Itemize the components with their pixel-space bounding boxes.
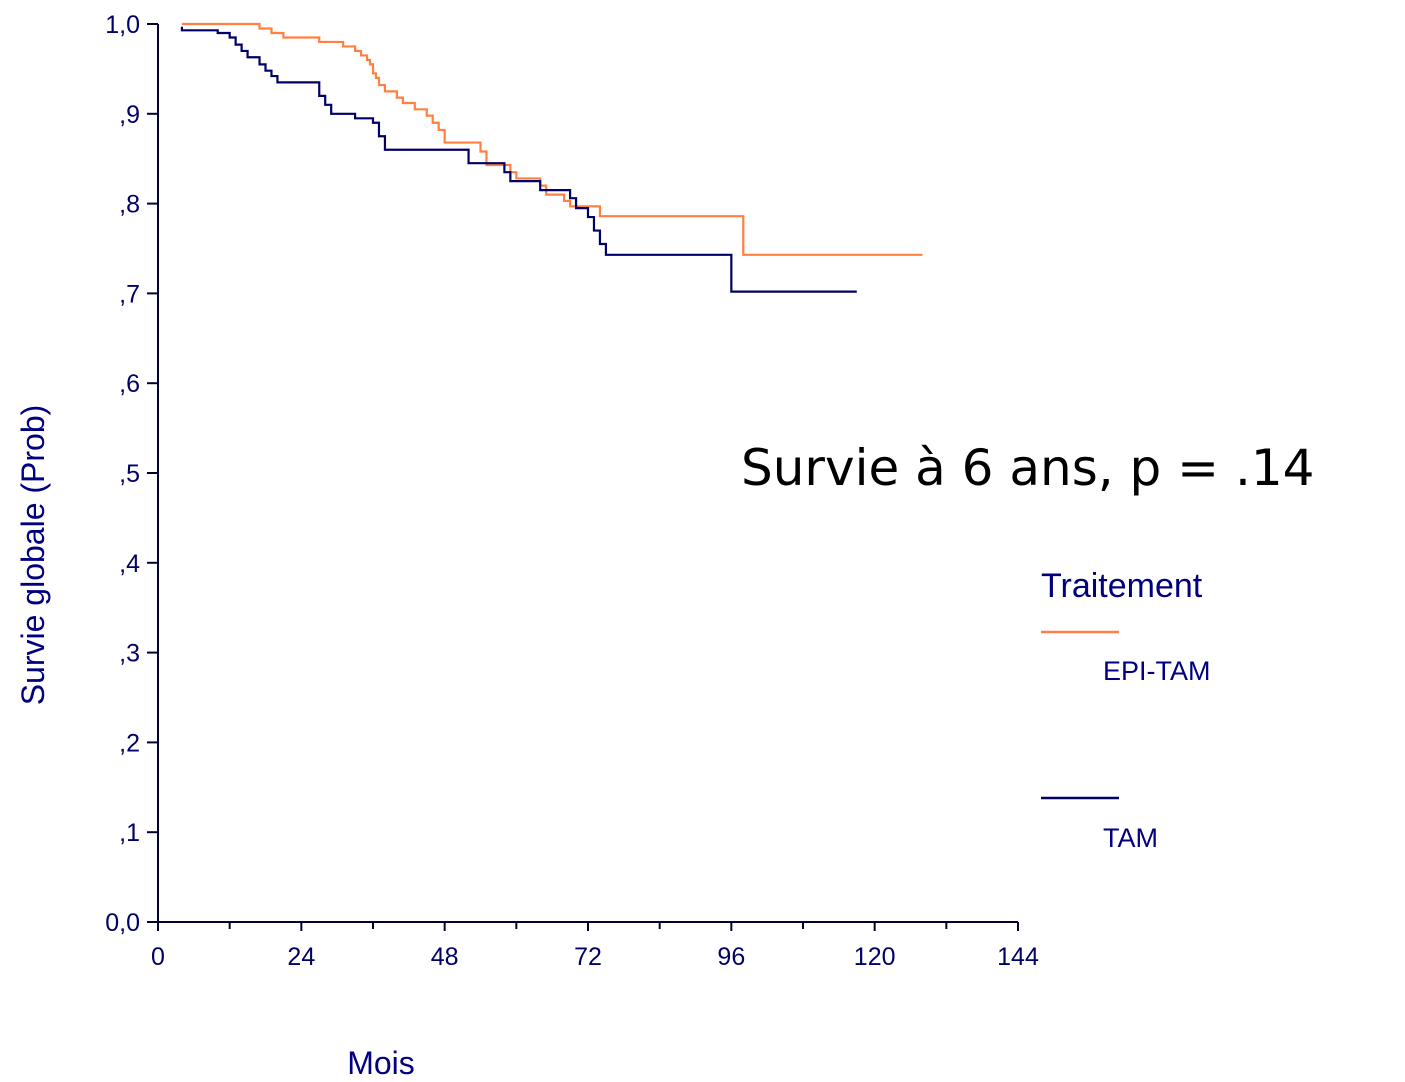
y-tick-label: ,3 [119,640,140,668]
y-tick-label: 0,0 [105,909,140,937]
y-tick-label: ,9 [119,101,140,129]
y-tick-label: ,7 [119,280,140,308]
x-tick-label: 144 [997,943,1039,971]
y-tick-label: ,8 [119,191,140,219]
legend: Traitement EPI-TAM TAM [1041,567,1211,853]
annotation-text: Survie à 6 ans, p = .14 [741,439,1314,497]
series-line-tam [180,26,857,293]
y-tick-label: ,1 [119,819,140,847]
y-tick-label: ,5 [119,460,140,488]
legend-label-tam: TAM [1103,823,1158,853]
x-ticks: 0 24 48 72 96 120 144 [151,922,1039,971]
x-tick-label: 0 [151,943,165,971]
legend-label-epi-tam: EPI-TAM [1103,656,1211,686]
x-tick-label: 120 [854,943,896,971]
y-tick-label: ,6 [119,370,140,398]
x-tick-label: 24 [287,943,315,971]
x-tick-label: 96 [717,943,745,971]
x-tick-label: 72 [574,943,602,971]
series-layer [180,22,923,293]
x-axis-title: Mois [347,1045,415,1081]
series-line-epi-tam [181,22,923,256]
x-tick-label: 48 [431,943,459,971]
y-tick-label: ,4 [119,550,140,578]
y-tick-label: ,2 [119,729,140,757]
y-axis-title: Survie globale (Prob) [15,405,51,706]
y-ticks: 0,0 ,1 ,2 ,3 ,4 ,5 ,6 ,7 ,8 ,9 1,0 [105,11,158,937]
legend-title: Traitement [1041,567,1203,605]
y-tick-label: 1,0 [105,11,140,39]
